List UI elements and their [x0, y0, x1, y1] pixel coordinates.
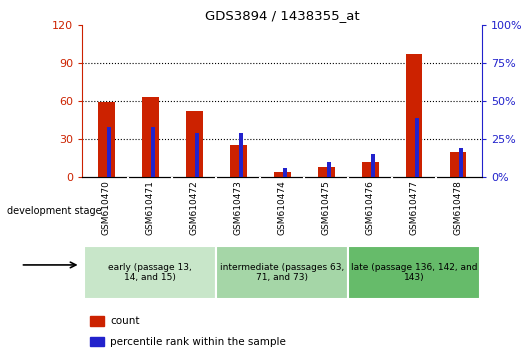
Bar [348, 246, 480, 299]
Text: GSM610475: GSM610475 [322, 181, 331, 235]
Bar [216, 246, 348, 299]
Bar [282, 168, 287, 177]
Text: GSM610474: GSM610474 [278, 181, 287, 235]
Text: GSM610472: GSM610472 [190, 181, 199, 235]
Bar [406, 54, 422, 177]
Bar [326, 162, 331, 177]
Title: GDS3894 / 1438355_at: GDS3894 / 1438355_at [205, 9, 359, 22]
Bar [151, 127, 155, 177]
Text: development stage: development stage [6, 206, 101, 216]
Text: GSM610477: GSM610477 [410, 181, 419, 235]
Bar [238, 133, 243, 177]
Bar [458, 148, 463, 177]
Bar [414, 118, 419, 177]
Bar [274, 172, 290, 177]
Bar [450, 152, 466, 177]
Text: count: count [110, 316, 140, 326]
Bar [186, 111, 202, 177]
Bar [84, 246, 216, 299]
Bar [107, 127, 111, 177]
Bar [362, 162, 378, 177]
Bar [370, 154, 375, 177]
Text: percentile rank within the sample: percentile rank within the sample [110, 337, 286, 347]
Text: GSM610478: GSM610478 [454, 181, 463, 235]
Text: late (passage 136, 142, and
143): late (passage 136, 142, and 143) [351, 263, 478, 282]
Bar [98, 102, 114, 177]
Text: GSM610476: GSM610476 [366, 181, 375, 235]
Bar [142, 97, 158, 177]
Bar [90, 337, 104, 346]
Bar [195, 133, 199, 177]
Text: intermediate (passages 63,
71, and 73): intermediate (passages 63, 71, and 73) [220, 263, 344, 282]
Text: GSM610470: GSM610470 [102, 181, 111, 235]
Bar [318, 167, 334, 177]
Bar [90, 316, 104, 326]
Text: early (passage 13,
14, and 15): early (passage 13, 14, and 15) [109, 263, 192, 282]
Bar [230, 145, 246, 177]
Text: GSM610473: GSM610473 [234, 181, 243, 235]
Text: GSM610471: GSM610471 [146, 181, 155, 235]
